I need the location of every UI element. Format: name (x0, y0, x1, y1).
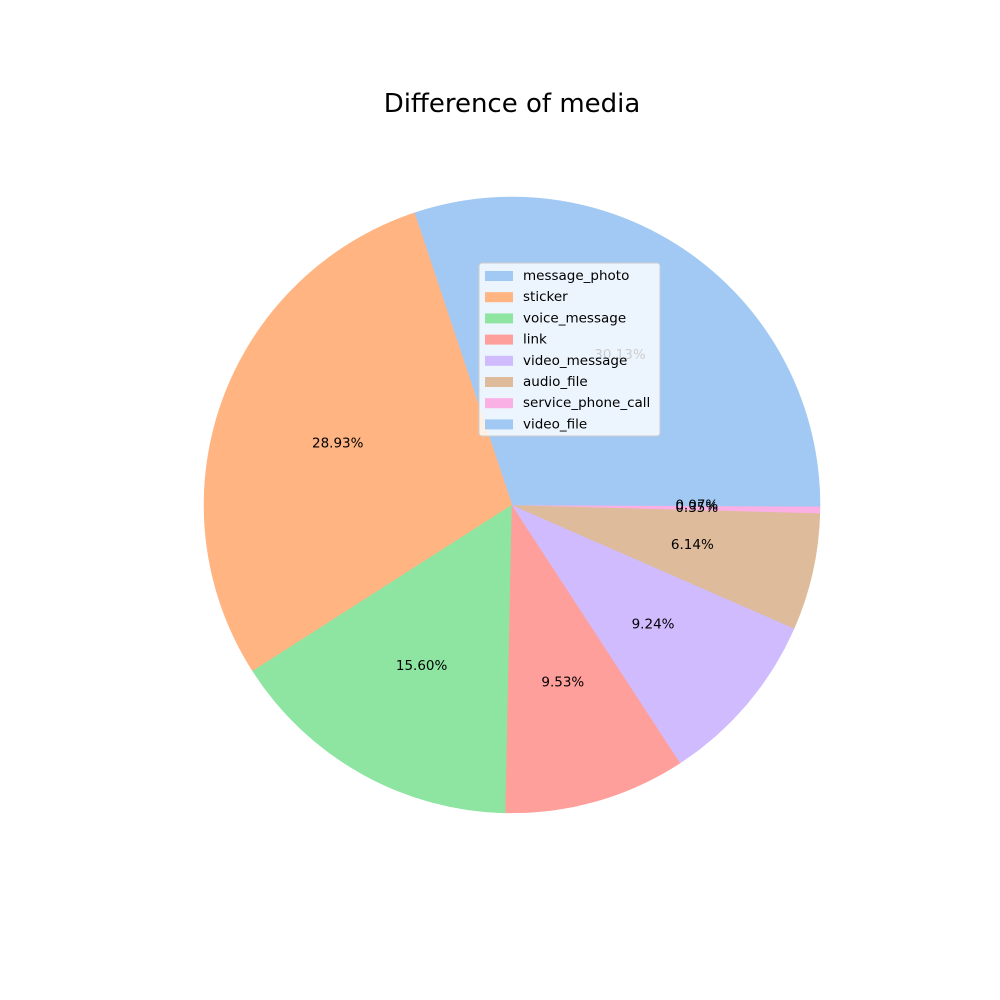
pie-slice-audio-file (511, 504, 821, 629)
pie-slice-voice-message (252, 504, 513, 814)
legend-swatch-audio-file (485, 377, 513, 387)
pie-slice-link (505, 504, 681, 814)
pie-slice-video-file (511, 504, 821, 507)
pct-label-video-file: 0.07% (675, 497, 718, 513)
legend-swatch-voice-message (485, 313, 513, 324)
pct-label-sticker: 28.93% (312, 435, 364, 451)
pct-label-audio-file: 6.14% (671, 537, 714, 553)
legend-swatch-service-phone-call (485, 398, 513, 409)
legend-label-video-message: video_message (523, 353, 627, 369)
legend-swatch-video-file (485, 419, 513, 430)
pie-slice-video-message (511, 504, 795, 764)
pct-label-voice-message: 15.60% (396, 658, 448, 674)
legend-label-video-file: video_file (523, 416, 587, 432)
legend-label-service-phone-call: service_phone_call (523, 395, 650, 411)
legend-label-link: link (523, 332, 547, 348)
chart-title: Difference of media (384, 89, 641, 119)
legend-label-voice-message: voice_message (523, 310, 626, 326)
pie-slice-sticker (203, 212, 513, 672)
legend-swatch-message-photo (485, 271, 513, 281)
legend-label-message-photo: message_photo (523, 268, 629, 284)
legend-box (478, 262, 661, 437)
pct-label-video-message: 9.24% (632, 616, 675, 632)
pct-label-link: 9.53% (541, 675, 584, 691)
legend-swatch-sticker (485, 292, 513, 303)
legend-swatch-link (485, 334, 513, 345)
legend-label-audio-file: audio_file (523, 374, 588, 390)
pct-label-service-phone-call: 0.35% (675, 500, 718, 516)
legend-label-sticker: sticker (523, 289, 568, 305)
legend-swatch-video-message (485, 355, 513, 366)
